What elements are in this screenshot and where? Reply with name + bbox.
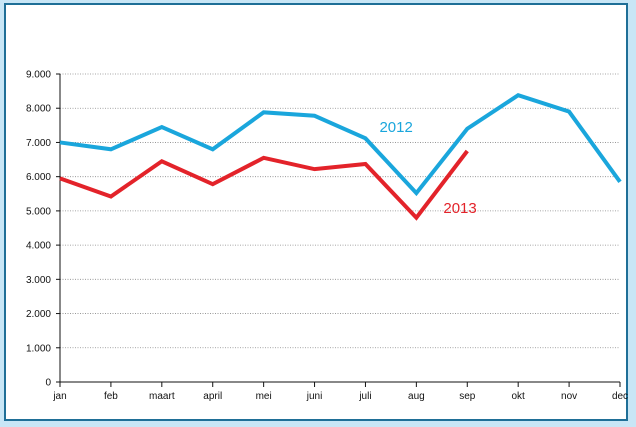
- y-tick-label: 2.000: [26, 309, 51, 320]
- x-tick-label: jan: [52, 391, 66, 402]
- series-label-2013: 2013: [443, 200, 476, 217]
- y-gridlines: [60, 73, 620, 349]
- series-label-2012: 2012: [379, 119, 412, 136]
- y-tick-label: 6.000: [26, 172, 51, 183]
- series-labels: 2012 2013: [379, 119, 476, 217]
- series-line-2013: [59, 149, 469, 221]
- y-tick-label: 4.000: [26, 241, 51, 252]
- chart-frame: [4, 3, 628, 421]
- series-lines: [59, 93, 622, 221]
- x-tick-label: sep: [459, 391, 476, 402]
- x-tick-label: april: [203, 391, 222, 402]
- x-tick-label: maart: [149, 391, 175, 402]
- y-tick-label: 5.000: [26, 206, 51, 217]
- y-tick-label: 9.000: [26, 70, 51, 81]
- y-tick-label: 8.000: [26, 104, 51, 115]
- y-tick-label: 3.000: [26, 275, 51, 286]
- series-line-2012: [59, 93, 622, 197]
- x-tick-label: dec: [612, 391, 628, 402]
- x-tick-label: mei: [256, 391, 272, 402]
- x-axis: jan feb maart april mei juni juli aug sep okt nov d…: [52, 381, 628, 402]
- x-tick-label: feb: [104, 391, 118, 402]
- y-axis: 0 1.000 2.000 3.000 4.000 5.000 6.000 7.000 8.00…: [26, 70, 61, 389]
- y-tick-label: 7.000: [26, 138, 51, 149]
- x-tick-label: aug: [408, 391, 425, 402]
- x-tick-label: nov: [561, 391, 577, 402]
- y-tick-label: 0: [45, 378, 51, 389]
- x-tick-label: juni: [306, 391, 323, 402]
- x-tick-label: okt: [512, 391, 526, 402]
- x-tick-label: juli: [358, 391, 371, 402]
- y-tick-label: 1.000: [26, 343, 51, 354]
